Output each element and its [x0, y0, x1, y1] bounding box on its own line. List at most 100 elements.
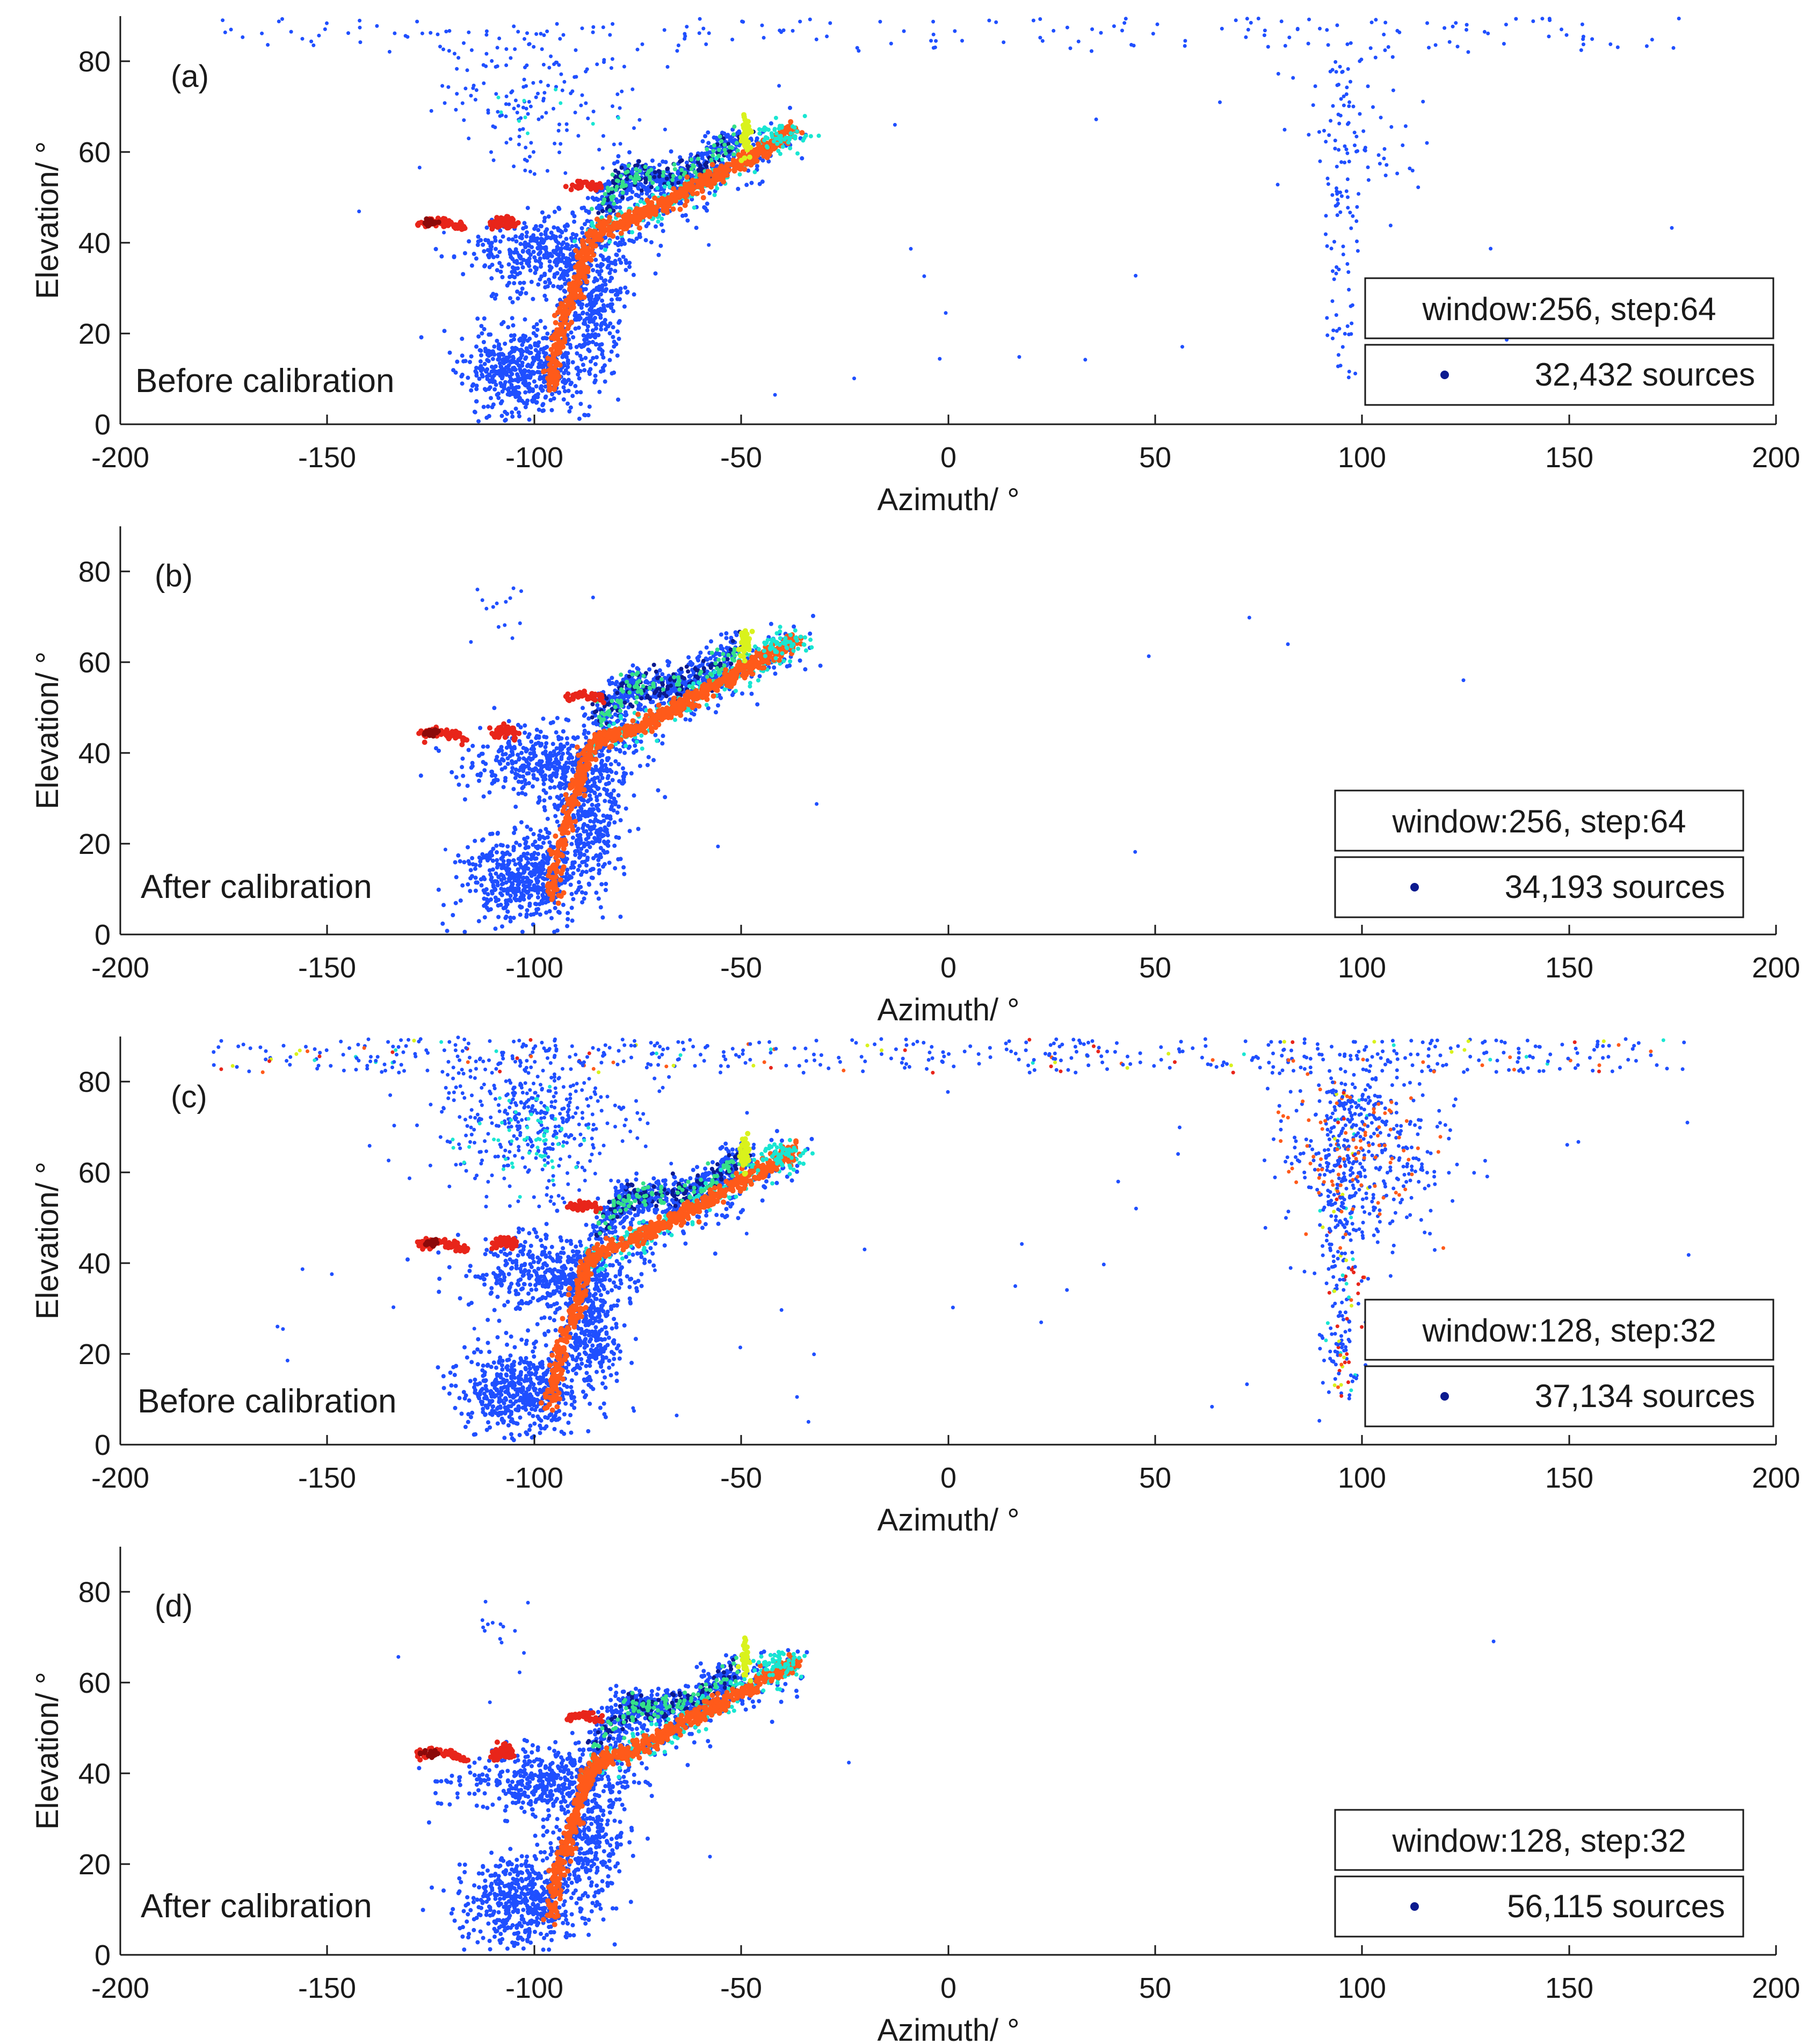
noise-source [545, 29, 549, 33]
blue-source [580, 302, 585, 307]
blue-source [574, 233, 579, 237]
blue-source [634, 193, 639, 197]
blue-source [603, 888, 608, 893]
blue-source [537, 407, 541, 412]
blue-source [558, 267, 563, 272]
blue-source [535, 868, 540, 873]
blue-source [482, 249, 487, 253]
blue-source [539, 385, 543, 389]
cyan-source [788, 146, 793, 150]
blue-source [504, 904, 509, 909]
blue-source [494, 247, 498, 251]
y-tick-label: 20 [78, 318, 111, 350]
blue-source [594, 326, 598, 331]
blue-source [468, 876, 473, 881]
blue-source [597, 284, 601, 289]
blue-source [530, 360, 535, 365]
green-source [689, 157, 694, 162]
green-source [616, 179, 620, 184]
noise-source [357, 209, 361, 214]
blue-source [483, 263, 488, 268]
blue-source [521, 871, 526, 875]
navy-source [620, 195, 625, 200]
noise-source [358, 18, 362, 23]
noise-source [1325, 176, 1330, 180]
blue-source [685, 218, 690, 223]
blue-source [453, 860, 458, 865]
blue-source [627, 264, 632, 269]
blue-source [533, 258, 538, 263]
dark-red-source [433, 220, 439, 226]
blue-source [606, 823, 611, 828]
blue-source [419, 335, 424, 340]
blue-source [493, 926, 498, 931]
blue-source [569, 380, 574, 385]
navy-source [643, 176, 648, 181]
blue-source [654, 224, 658, 229]
noise-source [1382, 156, 1386, 161]
blue-source [552, 209, 557, 214]
noise-source [280, 17, 284, 21]
blue-source [418, 773, 423, 778]
blue-source [528, 372, 533, 376]
blue-source [694, 226, 699, 230]
noise-source [707, 31, 711, 35]
blue-source [540, 210, 545, 215]
blue-source [469, 388, 474, 393]
noise-source [1670, 226, 1674, 230]
blue-source [669, 149, 673, 154]
blue-source [557, 910, 562, 915]
green-source [679, 168, 684, 172]
cyan-source [659, 216, 664, 221]
green-source [661, 170, 666, 175]
orange-source [786, 124, 792, 129]
blue-source [493, 773, 498, 778]
noise-source [600, 166, 605, 170]
blue-source [477, 863, 482, 868]
blue-source [518, 904, 523, 909]
orange-source [682, 202, 688, 208]
noise-source [1427, 46, 1431, 50]
blue-source [613, 866, 618, 871]
blue-source [470, 383, 475, 388]
blue-source [618, 286, 623, 291]
blue-source [800, 156, 804, 161]
blue-source [596, 862, 601, 867]
blue-source [519, 854, 524, 859]
noise-source [1590, 37, 1594, 41]
blue-source [547, 264, 552, 269]
blue-source [552, 225, 556, 230]
noise-source [1065, 25, 1069, 30]
blue-source [562, 786, 567, 791]
green-source [620, 190, 625, 195]
blue-source [601, 355, 606, 360]
blue-source [564, 236, 569, 241]
noise-source [481, 63, 485, 67]
blue-source [618, 290, 623, 295]
noise-source [591, 25, 596, 29]
blue-source [563, 289, 568, 294]
blue-source [632, 240, 636, 244]
blue-source [460, 765, 465, 770]
noise-source [1283, 44, 1287, 48]
noise-source [1124, 17, 1128, 21]
blue-source [504, 914, 509, 919]
noise-source [685, 25, 689, 29]
blue-source [582, 368, 587, 373]
noise-source [512, 164, 516, 169]
blue-source [476, 239, 481, 244]
blue-source [571, 335, 576, 339]
noise-source [1345, 85, 1349, 90]
blue-source [622, 241, 627, 246]
blue-source [607, 793, 612, 798]
navy-source [619, 165, 624, 170]
noise-source [1002, 40, 1006, 45]
blue-source [506, 719, 511, 723]
noise-source [1353, 143, 1357, 148]
blue-source [519, 236, 524, 241]
blue-source [482, 896, 487, 901]
blue-source [554, 730, 559, 735]
noise-source [442, 230, 446, 235]
blue-source [595, 263, 600, 268]
blue-source [584, 208, 589, 213]
